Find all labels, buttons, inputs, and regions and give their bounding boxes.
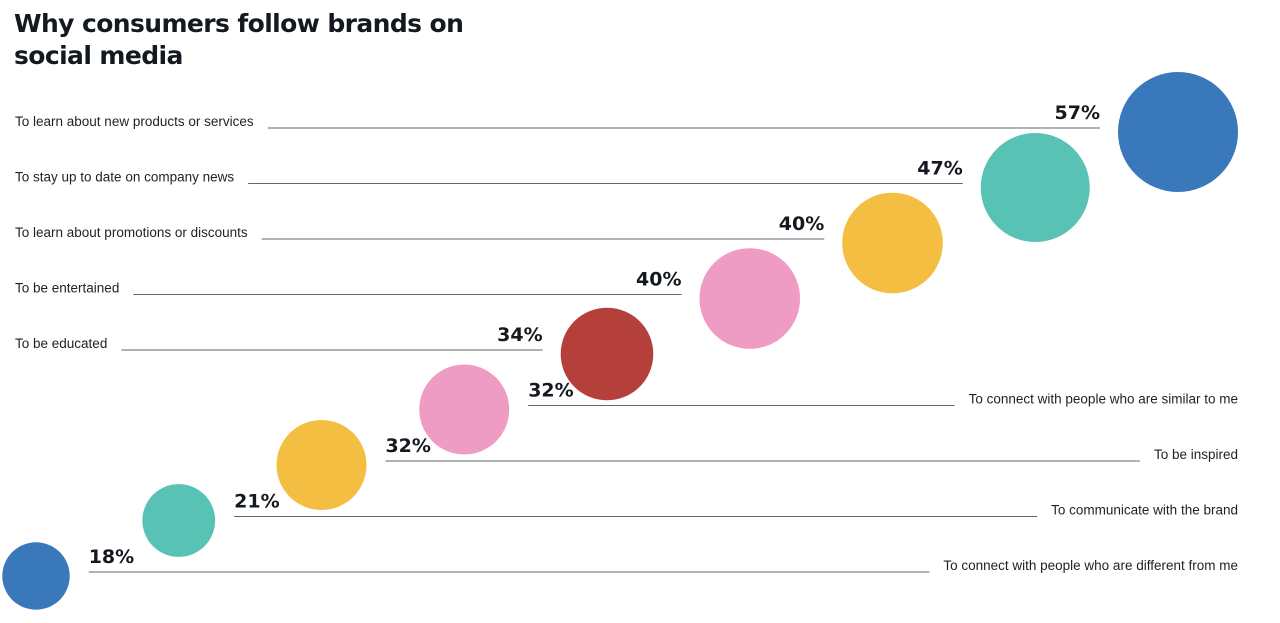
bubble-4 [560, 307, 654, 401]
bubble-3 [699, 248, 801, 349]
category-label-6: To be inspired [1154, 447, 1238, 462]
bubble-5 [419, 364, 510, 455]
value-label-5: 32% [528, 380, 573, 402]
category-label-5: To connect with people who are similar t… [969, 392, 1238, 407]
category-label-8: To connect with people who are different… [943, 558, 1238, 573]
value-label-1: 47% [917, 158, 962, 180]
bubble-2 [842, 192, 943, 294]
value-label-3: 40% [636, 269, 681, 291]
value-label-4: 34% [497, 324, 542, 346]
category-label-2: To learn about promotions or discounts [15, 225, 248, 240]
category-label-7: To communicate with the brand [1051, 503, 1238, 518]
bubble-8 [2, 542, 70, 610]
value-label-2: 40% [779, 213, 824, 235]
chart-title: Why consumers follow brands on social me… [14, 9, 464, 70]
value-label-8: 18% [89, 546, 134, 568]
bubble-0 [1118, 72, 1238, 192]
category-label-0: To learn about new products or services [15, 114, 254, 129]
value-label-7: 21% [234, 491, 279, 513]
category-label-4: To be educated [15, 336, 107, 351]
value-label-0: 57% [1055, 102, 1100, 124]
value-label-6: 32% [385, 435, 430, 457]
bubble-7 [142, 484, 216, 557]
category-label-1: To stay up to date on company news [15, 170, 234, 185]
category-label-3: To be entertained [15, 281, 119, 296]
bubble-6 [276, 420, 367, 510]
bubble-1 [980, 133, 1090, 242]
